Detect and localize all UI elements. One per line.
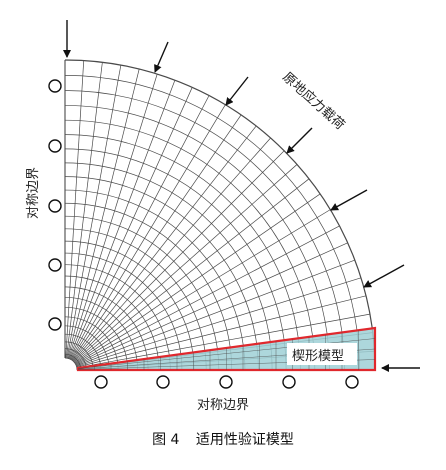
roller-support-bottom bbox=[346, 376, 358, 388]
load-label: 原地应力载荷 bbox=[279, 69, 348, 133]
load-arrow bbox=[226, 77, 248, 105]
load-arrow bbox=[287, 128, 312, 153]
load-arrow bbox=[155, 42, 168, 72]
roller-support-left bbox=[49, 259, 61, 271]
roller-support-left bbox=[49, 140, 61, 152]
mesh-radial-line bbox=[68, 69, 139, 358]
mesh-radial-line bbox=[71, 105, 225, 360]
roller-support-left bbox=[49, 80, 61, 92]
wedge-model-label: 楔形模型 bbox=[292, 349, 344, 364]
figure-number: 图 4 bbox=[152, 432, 179, 448]
roller-support-left bbox=[49, 318, 61, 330]
symmetry-boundary-left-label: 对称边界 bbox=[26, 167, 41, 219]
symmetry-boundary-bottom-label: 对称边界 bbox=[197, 398, 249, 413]
mesh-radial-line bbox=[73, 151, 284, 362]
load-arrow bbox=[364, 265, 404, 287]
roller-support-bottom bbox=[157, 376, 169, 388]
caption-text: 适用性验证模型 bbox=[196, 432, 294, 448]
load-arrow bbox=[331, 190, 367, 210]
roller-support-bottom bbox=[283, 376, 295, 388]
roller-support-bottom bbox=[95, 376, 107, 388]
figure-caption: 图 4 适用性验证模型 bbox=[0, 429, 446, 449]
roller-support-left bbox=[49, 200, 61, 212]
mesh-radial-line bbox=[69, 80, 175, 359]
mesh-radial-line bbox=[66, 62, 102, 358]
roller-support-bottom bbox=[220, 376, 232, 388]
